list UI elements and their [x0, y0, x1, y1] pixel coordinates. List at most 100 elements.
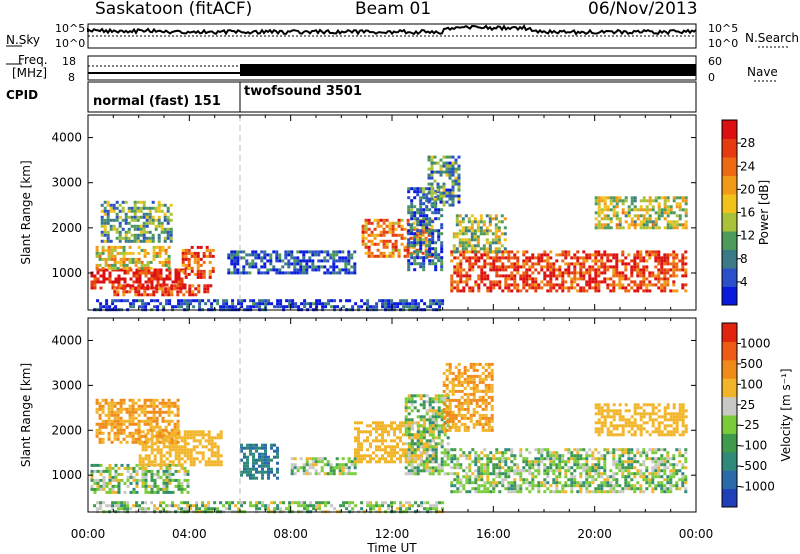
power-cell-11 — [597, 202, 601, 206]
velocity-cell-7 — [466, 401, 470, 405]
power-cell-12 — [114, 305, 118, 309]
power-cell-5 — [311, 259, 315, 263]
velocity-cell-5 — [390, 460, 393, 464]
power-cell-9 — [516, 256, 520, 260]
power-cell-8 — [445, 191, 449, 195]
velocity-cell-7 — [472, 410, 476, 414]
power-cell-2 — [187, 272, 191, 276]
power-cell-0 — [156, 271, 160, 275]
velocity-cell-8 — [621, 466, 625, 470]
velocity-cell-8 — [543, 469, 547, 473]
power-cell-6 — [382, 242, 386, 246]
power-cell-11 — [654, 199, 658, 203]
power-cell-4 — [121, 227, 125, 231]
velocity-cell-8 — [564, 472, 568, 476]
power-cell-12 — [222, 305, 226, 309]
power-cell-5 — [239, 250, 243, 254]
velocity-cell-6 — [422, 460, 426, 464]
power-cell-9 — [597, 283, 601, 287]
velocity-cell-8 — [450, 448, 454, 452]
power-cell-9 — [618, 271, 622, 275]
velocity-cell-6 — [416, 448, 420, 452]
power-cell-4 — [142, 212, 146, 216]
velocity-cell-1 — [162, 445, 166, 449]
velocity-cell-2 — [131, 416, 135, 420]
velocity-cell-8 — [465, 475, 469, 479]
velocity-cell-8 — [639, 463, 643, 467]
velocity-cell-5 — [393, 421, 396, 425]
power-cell-3 — [167, 245, 171, 249]
power-cell-4 — [157, 203, 161, 207]
velocity-cell-5 — [399, 439, 402, 443]
power-cell-9 — [471, 250, 475, 254]
velocity-cell-7 — [460, 380, 464, 384]
power-cell-3 — [143, 248, 147, 252]
power-cell-3 — [140, 266, 144, 270]
velocity-cell-0 — [93, 490, 97, 494]
power-cell-9 — [561, 286, 565, 290]
velocity-cell-5 — [432, 454, 435, 458]
velocity-cell-2 — [110, 422, 114, 426]
velocity-cell-8 — [651, 487, 655, 491]
velocity-cell-2 — [161, 440, 165, 444]
power-cell-7 — [437, 229, 441, 233]
power-cell-11 — [651, 223, 655, 227]
power-cell-4 — [133, 209, 137, 213]
velocity-cell-4 — [320, 469, 324, 473]
velocity-cell-2 — [119, 422, 123, 426]
power-cell-7 — [419, 247, 423, 251]
velocity-cell-1 — [165, 457, 169, 461]
power-cell-8 — [451, 194, 455, 198]
velocity-cell-7 — [448, 401, 452, 405]
velocity-cell-8 — [537, 463, 541, 467]
velocity-cell-5 — [393, 460, 396, 464]
power-cell-5 — [266, 259, 270, 263]
power-cell-9 — [555, 253, 559, 257]
velocity-cell-5 — [360, 454, 363, 458]
velocity-cell-3 — [252, 464, 255, 468]
power-cell-9 — [531, 271, 535, 275]
power-cell-9 — [621, 286, 625, 290]
power-cell-6 — [376, 233, 380, 237]
velocity-cell-6 — [434, 418, 438, 422]
velocity-cell-8 — [591, 490, 595, 494]
velocity-cell-4 — [299, 466, 303, 470]
power-cell-1 — [179, 284, 183, 288]
velocity-cell-8 — [465, 466, 469, 470]
velocity-cell-4 — [338, 463, 342, 467]
velocity-cell-3 — [264, 443, 267, 447]
velocity-cell-8 — [534, 475, 538, 479]
power-cell-9 — [546, 268, 550, 272]
velocity-cell-2 — [170, 440, 174, 444]
power-cell-7 — [413, 268, 417, 272]
velocity-cell-8 — [525, 448, 529, 452]
power-cell-9 — [615, 271, 619, 275]
velocity-cell-4 — [341, 469, 345, 473]
power-cell-0 — [180, 277, 184, 281]
power-cell-9 — [543, 283, 547, 287]
velocity-cell-7 — [460, 389, 464, 393]
power-cell-3 — [116, 251, 120, 255]
power-cell-7 — [428, 232, 432, 236]
velocity-cell-8 — [579, 457, 583, 461]
power-cell-6 — [367, 221, 371, 225]
power-cell-0 — [156, 277, 160, 281]
power-cell-9 — [504, 286, 508, 290]
velocity-cell-8 — [480, 457, 484, 461]
power-cell-9 — [546, 259, 550, 263]
velocity-cell-2 — [155, 425, 159, 429]
power-cell-6 — [397, 233, 401, 237]
power-cell-7 — [407, 208, 411, 212]
power-cell-1 — [155, 287, 159, 291]
power-cell-10 — [467, 220, 471, 224]
power-cell-7 — [440, 265, 444, 269]
power-cell-0 — [156, 268, 160, 272]
power-cell-9 — [633, 280, 637, 284]
velocity-cell-7 — [469, 398, 473, 402]
power-cell-3 — [146, 266, 150, 270]
velocity-cell-7 — [469, 380, 473, 384]
velocity-cell-3 — [252, 461, 255, 465]
power-cell-9 — [564, 268, 568, 272]
velocity-cell-2 — [134, 437, 138, 441]
power-cell-0 — [168, 268, 172, 272]
